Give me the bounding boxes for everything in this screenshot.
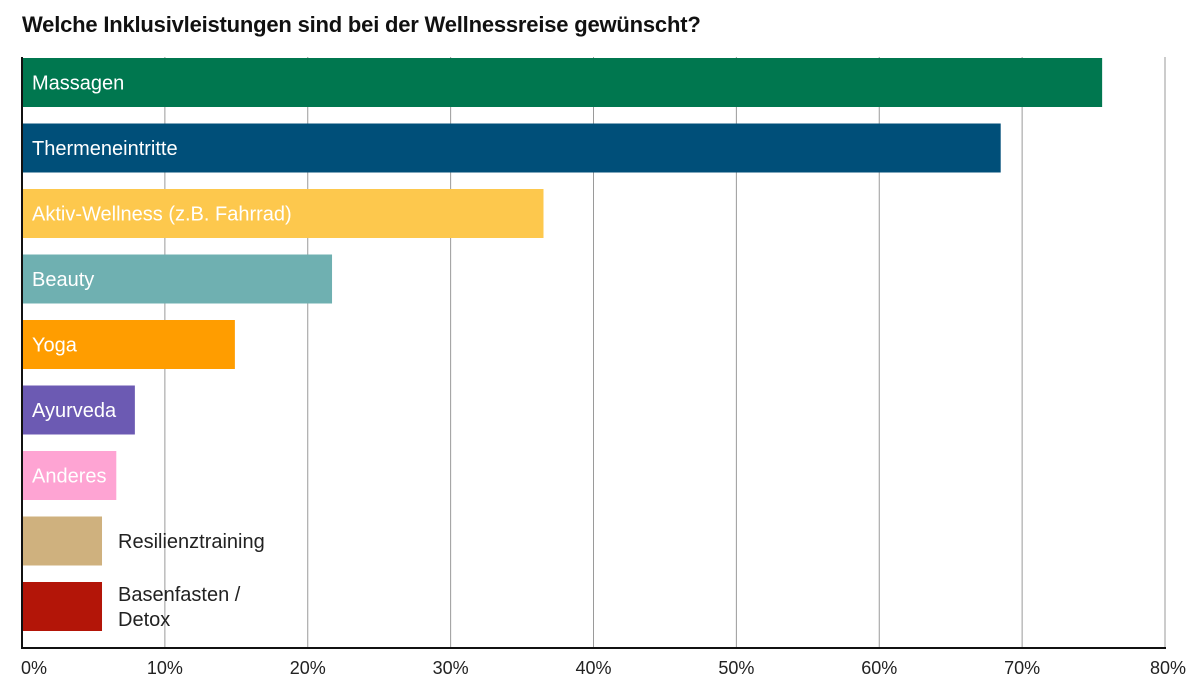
label-layer: Massagen Thermeneintritte Aktiv-Wellness (… xyxy=(32,73,292,632)
bar-label: Massagen xyxy=(32,73,124,95)
bar xyxy=(22,320,235,369)
bar-label: Resilienztraining xyxy=(118,531,265,553)
bar-label: Aktiv-Wellness (z.B. Fahrrad) xyxy=(32,204,292,226)
x-tick-label: 80% xyxy=(1150,658,1186,678)
bar xyxy=(22,189,544,238)
bar-label: Yoga xyxy=(32,335,78,357)
x-tick-label: 10% xyxy=(147,658,183,678)
x-tick-label: 0% xyxy=(21,658,47,678)
x-tick-label: 20% xyxy=(290,658,326,678)
x-tick-label: 40% xyxy=(575,658,611,678)
axis-layer: 0% 10% 20% 30% 40% 50% 60% 70% 80% xyxy=(21,57,1186,678)
bar-label-line: Basenfasten / xyxy=(118,584,241,606)
bar-label-line: Detox xyxy=(118,609,170,631)
bar-label: Thermeneintritte xyxy=(32,138,178,160)
bar-label: Basenfasten / Detox xyxy=(118,584,241,631)
bar-label: Beauty xyxy=(32,269,94,291)
bar-layer xyxy=(22,58,1103,631)
x-tick-label: 50% xyxy=(718,658,754,678)
x-tick-label: 70% xyxy=(1004,658,1040,678)
bar-label: Ayurveda xyxy=(32,400,117,422)
bar xyxy=(22,385,135,435)
bar-label: Anderes xyxy=(32,466,107,488)
bar xyxy=(22,582,103,631)
chart-title: Welche Inklusivleistungen sind bei der W… xyxy=(22,12,701,37)
bar xyxy=(22,123,1001,173)
bar xyxy=(22,451,117,500)
bar xyxy=(22,516,103,566)
bar xyxy=(22,254,333,304)
x-tick-label: 60% xyxy=(861,658,897,678)
x-tick-label: 30% xyxy=(433,658,469,678)
bar xyxy=(22,58,1103,107)
